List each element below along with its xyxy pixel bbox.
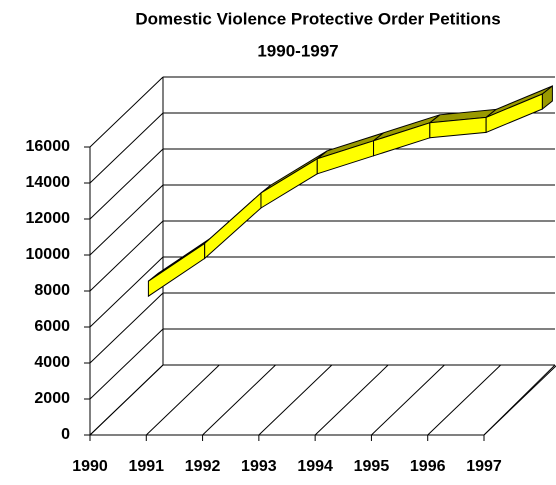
grid-line — [145, 364, 220, 436]
grid-line — [89, 328, 164, 400]
chart-title: Domestic Violence Protective Order Petit… — [135, 9, 500, 28]
y-tick-label: 0 — [61, 426, 70, 443]
grid-line — [202, 364, 276, 436]
grid-line — [89, 364, 164, 436]
y-tick-label: 2000 — [34, 390, 70, 407]
y-tick-label: 8000 — [34, 282, 70, 299]
x-tick-label: 1991 — [128, 458, 164, 475]
grid-line — [427, 364, 502, 436]
y-tick-label: 10000 — [26, 246, 71, 263]
ribbon-end — [541, 84, 553, 111]
chart-subtitle: 1990-1997 — [257, 41, 338, 60]
grid-line — [258, 364, 333, 436]
y-tick-label: 6000 — [34, 318, 70, 335]
x-tick-label: 1993 — [241, 458, 277, 475]
ribbon-face — [147, 242, 206, 298]
y-tick-label: 14000 — [26, 174, 71, 191]
x-tick-label: 1990 — [72, 458, 108, 475]
x-tick-label: 1997 — [466, 458, 502, 475]
grid-line — [89, 256, 164, 328]
x-tick-label: 1995 — [354, 458, 390, 475]
grid-line — [89, 112, 164, 184]
grid-line — [89, 148, 164, 220]
x-tick-label: 1994 — [297, 458, 333, 475]
x-tick-label: 1996 — [410, 458, 446, 475]
grid-line — [89, 220, 164, 292]
grid-line — [371, 364, 445, 436]
grid-line — [89, 292, 164, 364]
y-tick-label: 12000 — [26, 210, 71, 227]
ribbon-face — [204, 191, 262, 260]
y-tick-label: 4000 — [34, 354, 70, 371]
ribbon-face — [260, 157, 318, 209]
x-tick-label: 1992 — [185, 458, 221, 475]
grid-line — [483, 365, 556, 436]
grid-line — [89, 184, 164, 256]
grid-line — [89, 76, 164, 148]
grid-line — [314, 364, 389, 436]
y-tick-label: 16000 — [26, 138, 71, 155]
